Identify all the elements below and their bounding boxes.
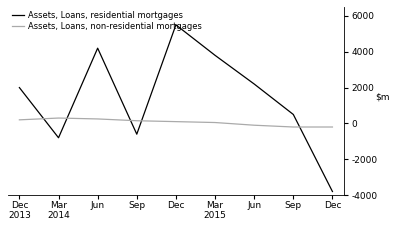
Assets, Loans, non-residential mortgages xyxy=(135,119,139,122)
Assets, Loans, residential mortgages xyxy=(213,54,218,57)
Assets, Loans, residential mortgages xyxy=(135,133,139,136)
Legend: Assets, Loans, residential mortgages, Assets, Loans, non-residential mortgages: Assets, Loans, residential mortgages, As… xyxy=(12,11,202,31)
Assets, Loans, residential mortgages xyxy=(17,86,22,89)
Y-axis label: $m: $m xyxy=(376,92,390,101)
Assets, Loans, non-residential mortgages xyxy=(291,126,296,128)
Assets, Loans, non-residential mortgages xyxy=(56,117,61,119)
Line: Assets, Loans, non-residential mortgages: Assets, Loans, non-residential mortgages xyxy=(19,118,332,127)
Assets, Loans, residential mortgages xyxy=(252,83,256,85)
Assets, Loans, residential mortgages xyxy=(330,190,335,193)
Assets, Loans, residential mortgages xyxy=(95,47,100,49)
Assets, Loans, non-residential mortgages xyxy=(173,120,178,123)
Assets, Loans, non-residential mortgages xyxy=(95,118,100,120)
Line: Assets, Loans, residential mortgages: Assets, Loans, residential mortgages xyxy=(19,25,332,192)
Assets, Loans, non-residential mortgages xyxy=(213,121,218,124)
Assets, Loans, non-residential mortgages xyxy=(17,118,22,121)
Assets, Loans, non-residential mortgages xyxy=(330,126,335,128)
Assets, Loans, residential mortgages xyxy=(56,136,61,139)
Assets, Loans, residential mortgages xyxy=(173,24,178,26)
Assets, Loans, residential mortgages xyxy=(291,113,296,116)
Assets, Loans, non-residential mortgages xyxy=(252,124,256,127)
